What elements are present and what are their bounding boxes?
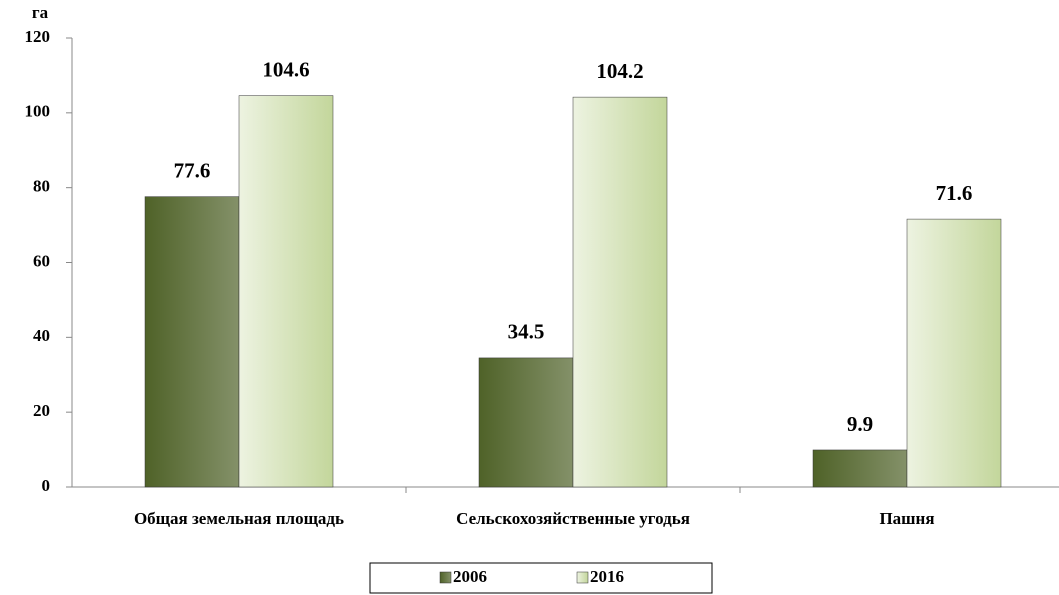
value-label: 104.6 <box>262 57 309 81</box>
bar <box>238 95 334 488</box>
y-tick-label: 0 <box>42 476 51 495</box>
y-axis-label: га <box>32 3 49 22</box>
bar <box>812 449 908 488</box>
bar <box>572 96 668 488</box>
value-label: 77.6 <box>174 158 211 182</box>
y-tick-label: 40 <box>33 326 50 345</box>
bar <box>478 357 574 488</box>
bar <box>144 196 240 488</box>
value-label: 9.9 <box>847 412 873 436</box>
legend-swatch <box>439 571 452 584</box>
legend-swatch <box>576 571 589 584</box>
x-tick-label: Пашня <box>879 509 934 528</box>
y-tick-label: 120 <box>25 27 51 46</box>
y-tick-label: 20 <box>33 401 50 420</box>
legend-box <box>369 562 713 594</box>
x-tick-label: Общая земельная площадь <box>134 509 344 528</box>
y-tick-label: 60 <box>33 251 50 270</box>
y-tick-label: 100 <box>25 102 51 121</box>
legend-label: 2016 <box>590 567 624 586</box>
x-tick-label: Сельскохозяйственные угодья <box>456 509 690 528</box>
y-tick-label: 80 <box>33 177 50 196</box>
value-label: 71.6 <box>936 181 973 205</box>
legend-label: 2006 <box>453 567 487 586</box>
bar <box>906 218 1002 488</box>
value-label: 104.2 <box>596 59 643 83</box>
value-label: 34.5 <box>508 320 545 344</box>
